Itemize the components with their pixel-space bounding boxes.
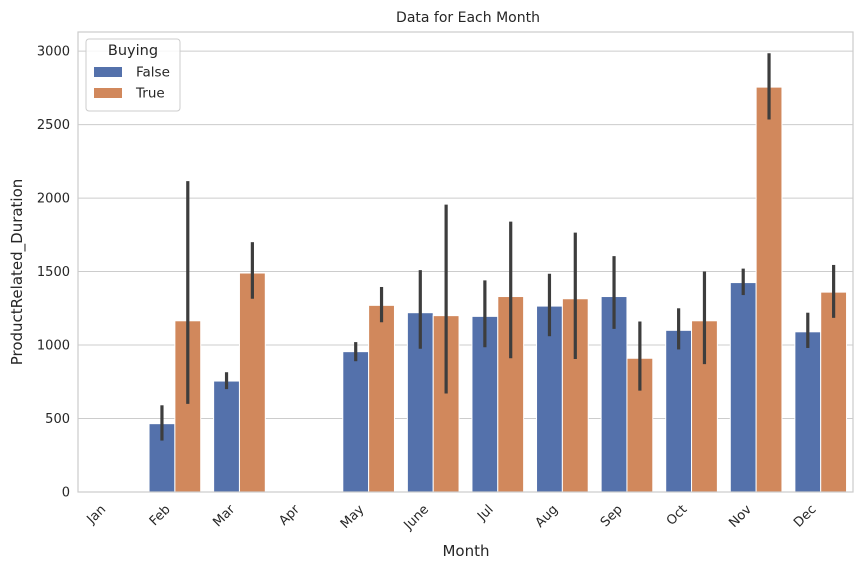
legend-swatch-false: [94, 67, 122, 77]
x-tick-label: June: [401, 502, 432, 533]
bar-true-nov: [755, 86, 783, 493]
plot-frame: [77, 31, 854, 493]
bar-false-sep: [600, 296, 628, 493]
y-tick-label: 2500: [37, 118, 70, 133]
gridlines: [78, 50, 853, 493]
y-tick-label: 1500: [37, 265, 70, 280]
bar-false-dec: [794, 331, 822, 493]
x-tick-label: Aug: [533, 502, 562, 531]
x-tick-label: Sep: [598, 502, 626, 530]
x-tick-label: Apr: [276, 502, 303, 529]
x-tick-label: Jul: [474, 502, 496, 524]
bar-false-aug: [536, 305, 563, 493]
x-tick-label: Jan: [84, 502, 109, 527]
legend-label-true: True: [135, 86, 165, 102]
bar-false-oct: [665, 329, 693, 493]
y-tick-label: 2000: [37, 192, 70, 207]
error-bars: [160, 53, 836, 441]
bar-true-dec: [820, 291, 848, 493]
y-tick-label: 1000: [37, 339, 70, 354]
bar-false-may: [342, 351, 370, 493]
legend-label-false: False: [136, 65, 170, 81]
legend-title: Buying: [108, 43, 158, 59]
y-axis-label: ProductRelated_Duration: [8, 179, 27, 366]
y-tick-label: 3000: [37, 45, 70, 60]
y-tick-label: 500: [45, 412, 70, 427]
bar-false-mar: [213, 380, 240, 493]
chart-title: Data for Each Month: [396, 10, 540, 26]
x-tick-label: Feb: [147, 502, 174, 529]
x-tick-label: May: [338, 502, 368, 532]
x-tick-label: Mar: [210, 502, 238, 530]
legend-swatch-true: [94, 88, 122, 98]
bar-true-june: [432, 315, 460, 493]
x-tick-label: Nov: [726, 502, 755, 531]
bar-true-mar: [238, 272, 266, 493]
x-tick-labels: Jan Feb Mar Apr May June Jul Aug Sep Oct Nov Dec: [84, 502, 820, 534]
y-tick-labels: 0 500 1000 1500 2000 2500 3000: [37, 45, 70, 501]
x-tick-label: Dec: [791, 502, 819, 530]
y-tick-label: 0: [62, 486, 70, 501]
bar-false-nov: [729, 282, 757, 493]
x-axis-label: Month: [442, 542, 489, 560]
legend: Buying False True: [85, 38, 181, 112]
bar-true-may: [368, 304, 395, 493]
x-tick-label: Oct: [664, 502, 691, 529]
